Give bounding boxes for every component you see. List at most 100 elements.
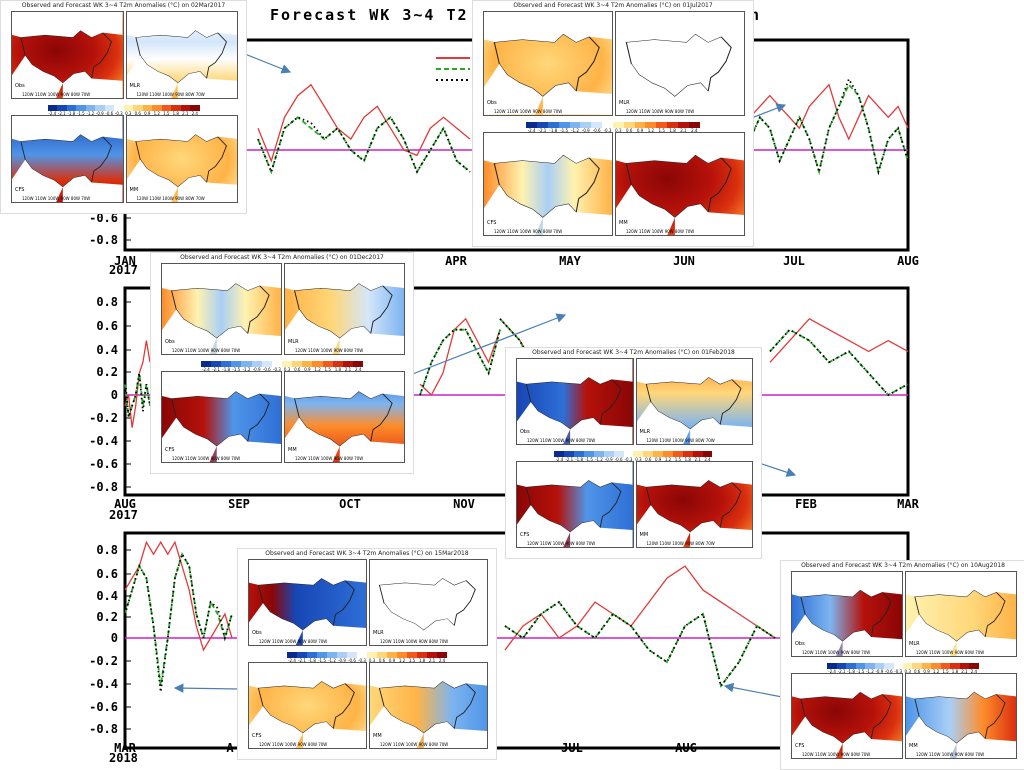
longitude-labels: 120W 110W 100W 90W 80W 70W <box>494 108 563 114</box>
y-tick-label: 0.8 <box>96 543 118 557</box>
map-panel-label: MLR <box>639 429 651 435</box>
y-tick-label: -0.4 <box>89 434 118 448</box>
anomaly-map-mm: MM 120W 110W 100W 90W 80W 70W <box>635 461 753 548</box>
map-inset-title: Observed and Forecast WK 3~4 T2m Anomali… <box>180 254 384 261</box>
series-line-observed <box>419 317 501 397</box>
colorbar-labels: -2.4 -2.1 -1.8 -1.5 -1.2 -0.9 -0.6 -0.3 0.3 0.6 0.… <box>527 127 698 133</box>
map-inset-3: Observed and Forecast WK 3~4 T2m Anomali… <box>150 252 414 474</box>
series-line-cfs <box>749 83 909 176</box>
series-line-observed <box>124 340 151 428</box>
us-outline <box>285 372 404 462</box>
y-tick-label: 0.4 <box>96 589 118 603</box>
longitude-labels: 120W 110W 100W 90W 80W 70W <box>802 752 871 757</box>
map-panel-label: Obs <box>165 339 175 345</box>
map-inset-title: Observed and Forecast WK 3~4 T2m Anomali… <box>21 2 226 9</box>
map-panel-label: CFS <box>487 220 497 226</box>
us-outline <box>12 12 123 98</box>
anomaly-map-obs: Obs 120W 110W 100W 90W 80W 70W <box>483 11 613 116</box>
month-label-mar: MAR <box>897 497 919 511</box>
map-panel-label: Obs <box>252 630 262 636</box>
anomaly-map-obs: Obs 120W 110W 100W 90W 80W 70W <box>248 559 367 646</box>
map-panel-label: MM <box>373 733 382 739</box>
anomaly-map-mlr: MLR 120W 110W 100W 90W 80W 70W <box>635 358 753 445</box>
anomaly-map-mm: MM 120W 110W 100W 90W 80W 70W <box>125 115 238 203</box>
map-inset-1: Observed and Forecast WK 3~4 T2m Anomali… <box>0 0 247 214</box>
y-tick-label: -0.8 <box>89 233 118 247</box>
month-label-aug: AUG <box>675 741 697 755</box>
longitude-labels: 120W 110W 100W 90W 80W 70W <box>22 92 91 97</box>
us-outline <box>517 359 633 444</box>
longitude-labels: 120W 110W 100W 90W 80W 70W <box>626 108 695 114</box>
map-panel-label: CFS <box>520 532 530 538</box>
anomaly-map-obs: Obs 120W 110W 100W 90W 80W 70W <box>516 358 634 445</box>
anomaly-map-cfs: CFS 120W 110W 100W 90W 80W 70W <box>483 131 613 236</box>
month-label-apr: APR <box>445 254 467 268</box>
map-panel-label: Obs <box>520 429 530 435</box>
month-label-aug: AUG <box>897 254 919 268</box>
anomaly-map-mm: MM 120W 110W 100W 90W 80W 70W <box>369 662 488 749</box>
map-panel-label: MM <box>909 743 918 749</box>
series-line-mlr <box>749 77 909 176</box>
series-line-mlr <box>504 600 776 688</box>
y-tick-label: -0.8 <box>89 480 118 494</box>
series-line-cfs <box>124 551 233 687</box>
colorbar-labels: -2.4 -2.1 -1.8 -1.5 -1.2 -0.9 -0.6 -0.3 0.3 0.6 0.… <box>201 367 362 372</box>
anomaly-map-cfs: CFS 120W 110W 100W 90W 80W 70W <box>516 461 634 548</box>
y-tick-label: 0 <box>111 631 118 645</box>
colorbar-labels: -2.4 -2.1 -1.8 -1.5 -1.2 -0.9 -0.6 -0.3 0.3 0.6 0.… <box>828 669 978 674</box>
us-outline <box>162 264 281 354</box>
anomaly-map-obs: Obs 120W 110W 100W 90W 80W 70W <box>791 571 903 657</box>
map-inset-title: Observed and Forecast WK 3~4 T2m Anomali… <box>801 562 1005 569</box>
map-panel-label: CFS <box>795 743 805 749</box>
longitude-labels: 120W 110W 100W 90W 80W 70W <box>916 752 985 757</box>
month-label-jul: JUL <box>783 254 805 268</box>
us-outline <box>162 372 281 462</box>
longitude-labels: 120W 110W 100W 90W 80W 70W <box>802 650 871 655</box>
month-label-may: MAY <box>559 254 581 268</box>
y-tick-label: -0.4 <box>89 677 118 691</box>
colorbar <box>47 105 200 111</box>
map-panel-label: MM <box>619 220 628 226</box>
map-inset-5: Observed and Forecast WK 3~4 T2m Anomali… <box>237 548 497 760</box>
map-inset-6: Observed and Forecast WK 3~4 T2m Anomali… <box>780 560 1024 770</box>
anomaly-map-cfs: CFS 120W 110W 100W 90W 80W 70W <box>11 115 124 203</box>
us-outline <box>616 132 744 235</box>
longitude-labels: 120W 110W 100W 90W 80W 70W <box>494 229 563 234</box>
month-label-mar: MAR <box>114 741 136 755</box>
anomaly-map-mlr: MLR 120W 110W 100W 90W 80W 70W <box>369 559 488 646</box>
us-outline <box>792 674 902 758</box>
y-tick-label: -0.8 <box>89 722 118 736</box>
y-tick-label: 0 <box>111 388 118 402</box>
y-tick-label: 0.2 <box>96 365 118 379</box>
series-line-observed <box>504 565 776 651</box>
map-panel-label: MLR <box>129 83 141 89</box>
y-tick-label: 0.4 <box>96 343 118 357</box>
map-panel-label: CFS <box>15 187 25 193</box>
longitude-labels: 120W 110W 100W 90W 80W 70W <box>646 541 715 546</box>
series-line-mlr <box>124 373 151 418</box>
longitude-labels: 120W 110W 100W 90W 80W 70W <box>646 438 715 443</box>
legend <box>436 57 470 81</box>
us-outline <box>126 116 237 202</box>
colorbar <box>287 652 448 658</box>
map-panel-label: MLR <box>288 339 299 345</box>
map-inset-title: Observed and Forecast WK 3~4 T2m Anomali… <box>265 550 469 557</box>
month-label-sep: SEP <box>228 497 250 511</box>
longitude-labels: 120W 110W 100W 90W 80W 70W <box>259 742 328 747</box>
us-outline <box>249 560 366 645</box>
anomaly-map-mlr: MLR 120W 110W 100W 90W 80W 70W <box>284 263 405 355</box>
series-line-observed <box>257 83 471 163</box>
colorbar <box>827 663 979 669</box>
map-panel-label: MM <box>288 447 297 453</box>
map-panel-label: CFS <box>252 733 262 739</box>
us-outline <box>285 264 404 354</box>
y-tick-label: 0.8 <box>96 295 118 309</box>
y-tick-label: -0.6 <box>89 700 118 714</box>
longitude-labels: 120W 110W 100W 90W 80W 70W <box>626 229 695 234</box>
month-label-oct: OCT <box>339 497 361 511</box>
us-outline <box>906 572 1016 656</box>
anomaly-map-mlr: MLR 120W 110W 100W 90W 80W 70W <box>905 571 1017 657</box>
us-outline <box>906 674 1016 758</box>
map-panel-label: MM <box>129 187 139 193</box>
anomaly-map-mm: MM 120W 110W 100W 90W 80W 70W <box>905 673 1017 759</box>
